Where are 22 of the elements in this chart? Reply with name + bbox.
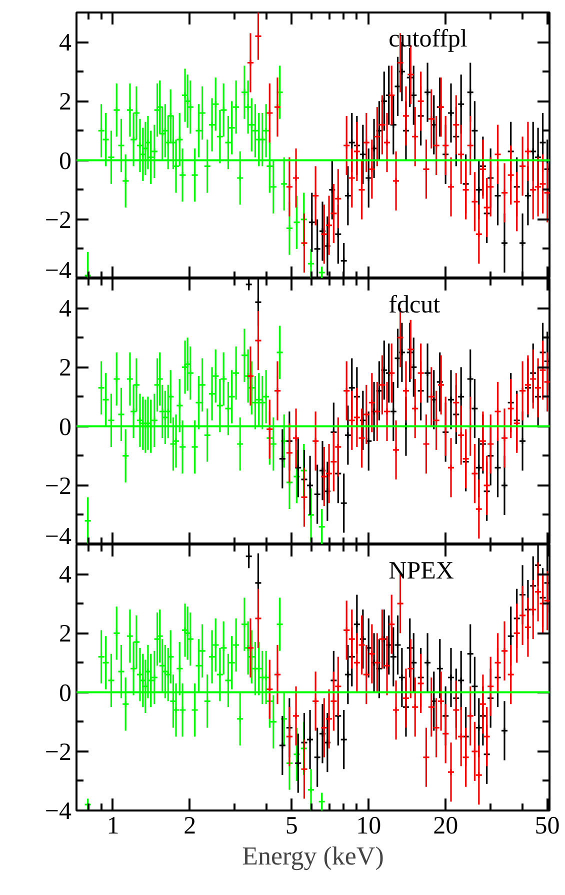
y-tick-label: −2 xyxy=(44,206,72,234)
y-tick-label: 2 xyxy=(59,88,72,116)
y-tick-label: 2 xyxy=(59,620,72,648)
y-tick-label: 4 xyxy=(59,30,72,57)
y-tick-label: 0 xyxy=(59,414,72,441)
y-tick-label: 4 xyxy=(59,562,72,589)
y-tick-label: −4 xyxy=(44,798,72,825)
x-tick-label: 1 xyxy=(106,812,120,840)
y-tick-label: 2 xyxy=(59,354,72,382)
y-tick-label: 0 xyxy=(59,148,72,175)
x-tick-label: 5 xyxy=(285,812,298,840)
x-tick-label: 10 xyxy=(356,812,382,840)
y-tick-label: 0 xyxy=(59,680,72,707)
text: fdcut xyxy=(388,292,440,319)
x-axis-title: Energy (keV) xyxy=(242,842,384,870)
x-tick-label: 50 xyxy=(534,812,560,840)
x-tick-label: 20 xyxy=(433,812,458,840)
y-tick-label: 4 xyxy=(59,296,72,323)
text: NPEX xyxy=(388,558,454,585)
y-tick-label: −2 xyxy=(44,472,72,500)
y-tick-label: −2 xyxy=(44,738,72,766)
x-tick-label: 2 xyxy=(184,812,196,840)
